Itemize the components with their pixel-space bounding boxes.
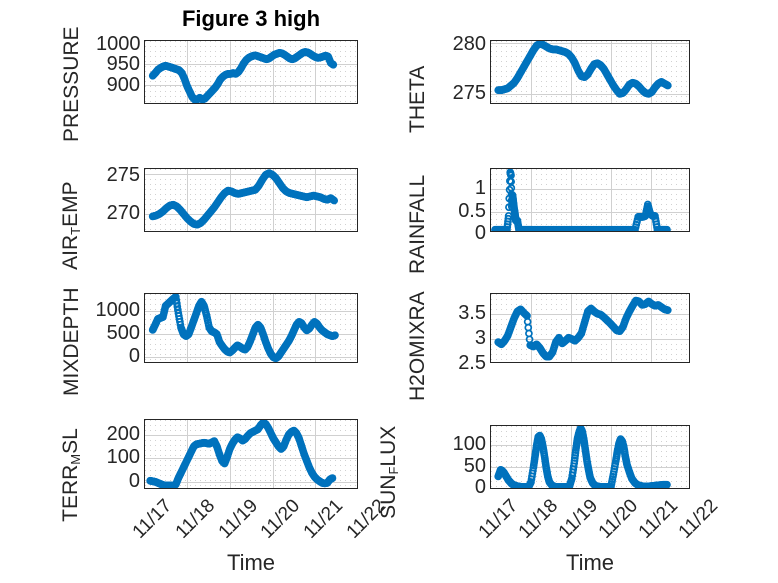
- ylabel-sun-text: SUN: [377, 474, 401, 519]
- axes-air-temp: [144, 168, 358, 232]
- xtick-left-1: 11/18: [171, 495, 220, 543]
- xtick-right-0: 11/17: [474, 495, 523, 543]
- axes-terr-msl: [144, 419, 358, 489]
- ylabel-h2omixra: H2OMIXRA: [406, 291, 429, 401]
- ylabel-air-temp: AIRTEMP: [59, 181, 83, 270]
- ytick-terr-200: 200: [106, 423, 140, 445]
- xtick-left-2: 11/19: [214, 495, 263, 543]
- series-air-temp: [148, 169, 339, 229]
- xtick-right-2: 11/19: [554, 495, 603, 543]
- axes-mixdepth: [144, 293, 358, 363]
- ytick-h2o-3: 3: [474, 327, 486, 349]
- ytick-terr-100: 100: [106, 446, 140, 468]
- series-pressure: [148, 48, 338, 103]
- ylabel-terr-text: TERR: [59, 464, 83, 522]
- ytick-h2o-25: 2.5: [458, 352, 486, 374]
- ytick-airtemp-275: 275: [106, 164, 140, 186]
- ylabel-sun-flux: SUNFLUX: [377, 425, 401, 519]
- ytick-sun-100: 100: [452, 433, 486, 455]
- series-h2omixra: [494, 296, 672, 361]
- xtick-right-3: 11/20: [594, 495, 643, 543]
- ytick-airtemp-270: 270: [106, 202, 140, 224]
- ytick-theta-280: 280: [452, 33, 486, 55]
- grid-air-temp: [145, 169, 357, 231]
- series-theta: [494, 41, 672, 98]
- ytick-pressure-1000: 1000: [96, 33, 141, 55]
- ylabel-terr-sub: M: [67, 453, 83, 465]
- xtick-left-4: 11/21: [299, 495, 348, 543]
- ytick-pressure-950: 950: [106, 53, 140, 75]
- series-rainfall: [491, 169, 671, 231]
- ylabel-rainfall: RAINFALL: [406, 174, 429, 274]
- axes-theta: [490, 40, 690, 104]
- ytick-sun-0: 0: [474, 476, 486, 498]
- ytick-rainfall-0: 0: [474, 222, 486, 244]
- ylabel-terr-msl: TERRMSL: [59, 428, 83, 522]
- ylabel-air-temp-text: AIR: [59, 234, 83, 270]
- ytick-mixdepth-1000: 1000: [95, 299, 141, 321]
- xtick-left-0: 11/17: [128, 495, 177, 543]
- ytick-h2o-35: 3.5: [458, 302, 486, 324]
- ytick-terr-0: 0: [128, 470, 140, 492]
- ytick-pressure-900: 900: [106, 74, 140, 96]
- axes-sun-flux: [490, 425, 690, 489]
- ylabel-sun-sub: F: [385, 466, 401, 475]
- axes-h2omixra: [490, 293, 690, 363]
- figure-title: Figure 3 high: [181, 6, 321, 31]
- ytick-mixdepth-500: 500: [106, 322, 140, 344]
- ytick-sun-50: 50: [463, 455, 486, 477]
- ylabel-mixdepth: MIXDEPTH: [60, 287, 83, 396]
- ytick-rainfall-1: 1: [474, 177, 486, 199]
- ytick-rainfall-05: 0.5: [458, 200, 486, 222]
- xtick-right-5: 11/22: [674, 495, 723, 543]
- xtick-right-4: 11/21: [634, 495, 683, 543]
- ylabel-pressure: PRESSURE: [60, 26, 83, 142]
- series-sun-flux: [494, 426, 671, 488]
- xlabel-right: Time: [565, 550, 615, 575]
- series-mixdepth: [148, 294, 339, 362]
- xlabel-left: Time: [226, 550, 276, 575]
- axes-pressure: [144, 40, 358, 104]
- axes-rainfall: [490, 168, 690, 232]
- xtick-left-3: 11/20: [256, 495, 305, 543]
- ylabel-air-temp-sub: T: [67, 226, 83, 235]
- xtick-right-1: 11/18: [514, 495, 563, 543]
- ytick-mixdepth-0: 0: [128, 345, 140, 367]
- series-terr-msl: [146, 420, 337, 488]
- ylabel-theta: THETA: [406, 65, 429, 133]
- ytick-theta-275: 275: [452, 82, 486, 104]
